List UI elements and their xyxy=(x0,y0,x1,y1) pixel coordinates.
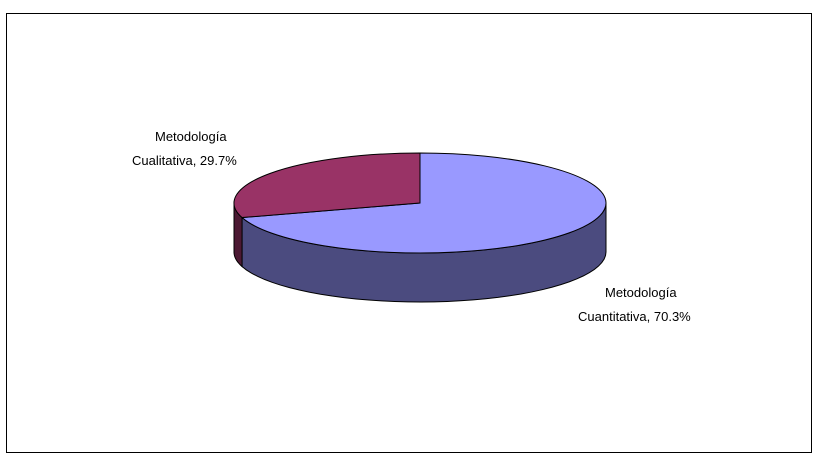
pie-chart: Metodología Cuantitativa, 70.3% Metodolo… xyxy=(132,129,691,324)
slice-top-cualitativa xyxy=(233,152,421,219)
slice-label-cualitativa-line2: Cualitativa, 29.7% xyxy=(132,153,237,168)
slice-label-cuantitativa-line1: Metodología xyxy=(605,285,677,300)
slice-label-cualitativa-line1: Metodología xyxy=(155,129,227,144)
slice-top-cuantitativa xyxy=(240,152,607,254)
slice-label-cuantitativa-line2: Cuantitativa, 70.3% xyxy=(578,309,691,324)
